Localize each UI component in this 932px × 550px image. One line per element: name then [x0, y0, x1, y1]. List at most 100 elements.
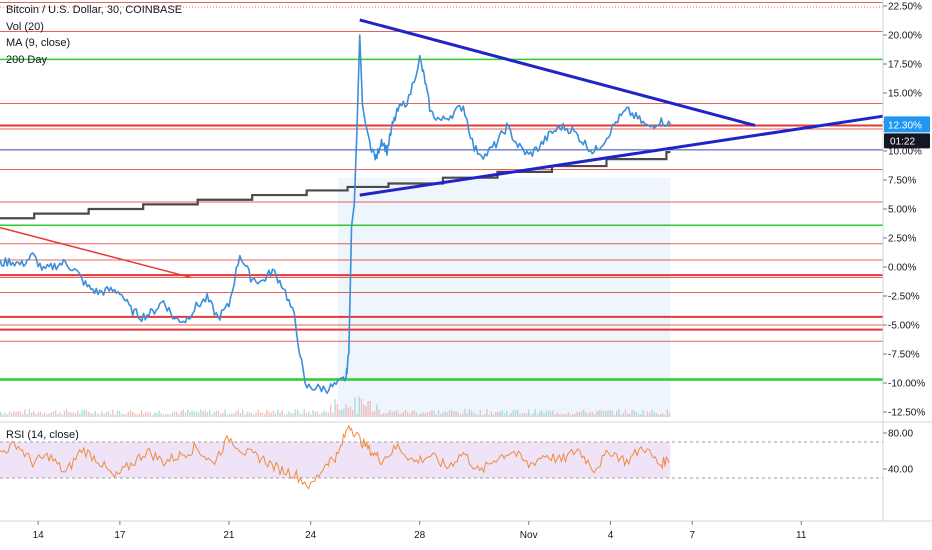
volume-bar [138, 413, 140, 417]
volume-bar [193, 411, 195, 417]
volume-bar [655, 412, 657, 417]
volume-bar [477, 414, 479, 417]
volume-bar [195, 411, 198, 417]
volume-bar [191, 410, 193, 417]
volume-bar [446, 412, 448, 417]
volume-bar [140, 410, 143, 417]
volume-bar [134, 413, 136, 417]
x-tick-label: 28 [414, 530, 426, 541]
volume-bar [39, 411, 41, 417]
volume-bar [389, 410, 391, 417]
volume-bar [525, 413, 528, 417]
volume-bar [638, 414, 640, 417]
y-tick-label: 7.50% [888, 176, 916, 187]
volume-bar [349, 406, 352, 417]
volume-bar [204, 410, 206, 417]
volume-bar [268, 411, 270, 417]
volume-bar [442, 412, 444, 417]
y-tick-label: 22.50% [888, 2, 922, 13]
trendline-red [0, 226, 191, 279]
legend-volume[interactable]: Vol (20) [6, 20, 44, 33]
volume-bar [13, 411, 15, 417]
volume-bar [664, 414, 666, 417]
volume-bar [147, 412, 149, 417]
volume-bar [30, 412, 33, 417]
volume-bar [424, 413, 426, 417]
volume-bar [644, 414, 646, 417]
volume-bar [393, 410, 396, 417]
rsi-line [0, 424, 670, 490]
volume-bar [255, 412, 257, 417]
volume-bar [59, 412, 61, 417]
volume-bar [132, 412, 134, 417]
volume-bar [514, 410, 517, 417]
volume-bar [270, 412, 272, 417]
volume-bar [246, 412, 248, 417]
volume-bar [37, 412, 39, 417]
volume-bar [563, 414, 565, 417]
volume-bar [213, 412, 215, 417]
volume-bar [495, 412, 497, 417]
volume-bar [26, 414, 28, 417]
volume-bar [501, 410, 503, 417]
volume-bar [602, 411, 605, 417]
volume-bar [169, 414, 171, 417]
volume-bar [374, 411, 376, 417]
volume-bar [422, 412, 424, 417]
volume-bar [8, 411, 11, 417]
legend-ma[interactable]: MA (9, close) [6, 37, 71, 49]
volume-bar [550, 411, 552, 417]
volume-bar [404, 409, 407, 417]
x-tick-label: 4 [608, 530, 614, 541]
volume-bar [33, 410, 35, 417]
volume-bar [481, 414, 484, 417]
chart-legend: Bitcoin / U.S. Dollar, 30, COINBASE Vol … [6, 2, 182, 68]
volume-bar [279, 412, 281, 417]
volume-bar [321, 412, 323, 417]
volume-bar [561, 413, 563, 417]
y-tick-label: -10.00% [888, 379, 925, 390]
volume-bar [74, 413, 77, 417]
volume-bar [488, 414, 490, 417]
volume-bar [330, 404, 332, 417]
volume-bar [448, 410, 451, 417]
volume-bar [77, 410, 79, 417]
volume-bar [475, 414, 477, 417]
rsi-legend[interactable]: RSI (14, close) [6, 429, 79, 441]
volume-bar [554, 414, 556, 417]
volume-bar [492, 414, 495, 417]
last-price-badge [884, 116, 930, 133]
volume-bar [444, 410, 446, 417]
volume-bar [261, 412, 264, 417]
volume-bar [534, 409, 536, 417]
volume-bar [248, 412, 250, 417]
y-tick-label: 10.00% [888, 147, 922, 158]
volume-bar [382, 413, 385, 417]
legend-symbol[interactable]: Bitcoin / U.S. Dollar, 30, COINBASE [6, 4, 183, 16]
legend-200-day[interactable]: 200 Day [6, 53, 47, 66]
volume-bar [110, 414, 112, 417]
volume-bar [41, 414, 44, 417]
volume-bar [2, 414, 4, 417]
volume-bar [200, 409, 202, 417]
volume-bar [541, 410, 543, 417]
volume-bar [178, 414, 180, 417]
volume-bar [81, 409, 83, 417]
x-tick-label: 21 [223, 530, 235, 541]
volume-bar [506, 411, 508, 417]
volume-bar [387, 412, 389, 417]
volume-bar [574, 414, 576, 417]
volume-bar [237, 410, 239, 417]
volume-bar [316, 411, 319, 417]
y-tick-label: 0.00% [888, 263, 916, 274]
volume-bar [594, 414, 596, 417]
volume-bar [367, 400, 369, 417]
volume-bar [398, 413, 400, 417]
volume-bar [151, 414, 154, 417]
x-tick-label: 17 [114, 530, 126, 541]
volume-bar [517, 409, 519, 417]
volume-bar [358, 397, 360, 417]
volume-bar [222, 413, 224, 417]
volume-bar [215, 411, 217, 417]
